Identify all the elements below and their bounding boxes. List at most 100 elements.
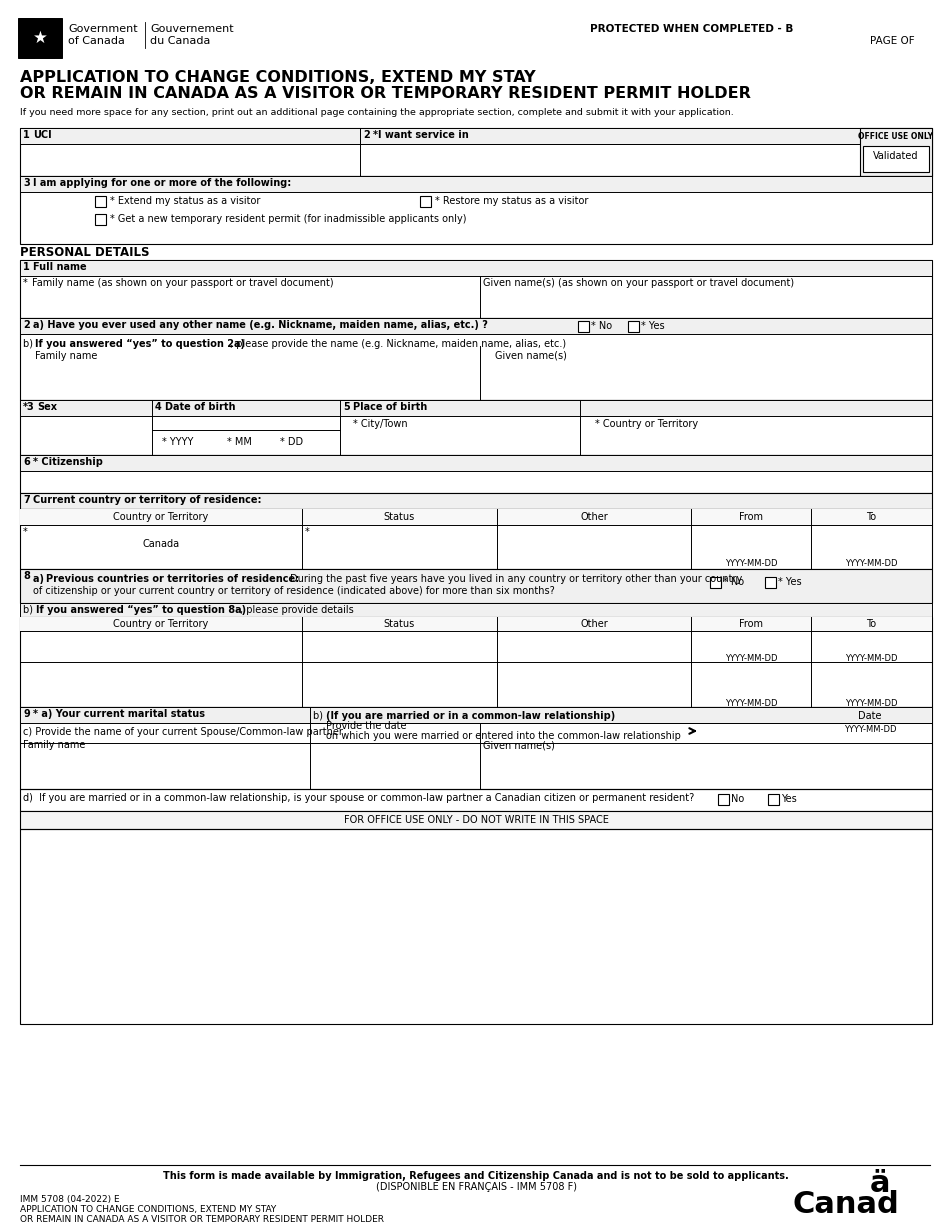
- Text: YYYY-MM-DD: YYYY-MM-DD: [846, 558, 898, 568]
- Bar: [360, 128, 860, 144]
- Text: du Canada: du Canada: [150, 36, 210, 46]
- Text: * No: * No: [723, 577, 744, 587]
- Text: I am applying for one or more of the following:: I am applying for one or more of the fol…: [33, 178, 292, 188]
- Text: c) Provide the name of your current Spouse/Common-law partner: c) Provide the name of your current Spou…: [23, 727, 343, 737]
- Bar: [18, 18, 62, 58]
- Bar: [20, 400, 932, 455]
- Text: From: From: [739, 512, 763, 522]
- Text: Family name: Family name: [35, 351, 97, 360]
- Text: YYYY-MM-DD: YYYY-MM-DD: [725, 654, 777, 663]
- Text: 2: 2: [363, 130, 370, 140]
- Bar: [768, 795, 779, 804]
- Text: (If you are married or in a common-law relationship): (If you are married or in a common-law r…: [326, 711, 616, 721]
- Text: 3: 3: [23, 178, 29, 188]
- Text: YYYY-MM-DD: YYYY-MM-DD: [846, 654, 898, 663]
- Text: of Canada: of Canada: [68, 36, 124, 46]
- Text: Given name(s): Given name(s): [495, 351, 567, 360]
- Bar: [765, 577, 776, 588]
- Text: OR REMAIN IN CANADA AS A VISITOR OR TEMPORARY RESIDENT PERMIT HOLDER: OR REMAIN IN CANADA AS A VISITOR OR TEMP…: [20, 86, 751, 101]
- Text: Family name (as shown on your passport or travel document): Family name (as shown on your passport o…: [32, 278, 333, 288]
- Text: Given name(s): Given name(s): [483, 740, 555, 750]
- Text: Other: Other: [580, 619, 608, 629]
- Bar: [20, 707, 932, 788]
- Bar: [863, 146, 929, 172]
- Text: of citizenship or your current country or territory of residence (indicated abov: of citizenship or your current country o…: [33, 585, 555, 597]
- Bar: [20, 319, 932, 400]
- Bar: [20, 176, 932, 192]
- Bar: [20, 128, 932, 176]
- Text: Other: Other: [580, 512, 608, 522]
- Text: Canada: Canada: [142, 539, 180, 549]
- Text: PROTECTED WHEN COMPLETED - B: PROTECTED WHEN COMPLETED - B: [590, 25, 793, 34]
- Text: 2: 2: [23, 320, 29, 330]
- Text: 5: 5: [343, 402, 350, 412]
- Text: IMM 5708 (04-2022) E: IMM 5708 (04-2022) E: [20, 1196, 120, 1204]
- Bar: [20, 617, 932, 631]
- Text: APPLICATION TO CHANGE CONDITIONS, EXTEND MY STAY: APPLICATION TO CHANGE CONDITIONS, EXTEND…: [20, 1205, 276, 1214]
- Bar: [20, 509, 932, 525]
- Text: To: To: [866, 512, 877, 522]
- Text: * Restore my status as a visitor: * Restore my status as a visitor: [435, 196, 588, 205]
- Text: YYYY-MM-DD: YYYY-MM-DD: [725, 699, 777, 708]
- Bar: [20, 319, 932, 335]
- Text: , please provide details: , please provide details: [240, 605, 353, 615]
- Text: Status: Status: [384, 512, 415, 522]
- Text: (DISPONIBLE EN FRANÇAIS - IMM 5708 F): (DISPONIBLE EN FRANÇAIS - IMM 5708 F): [375, 1182, 577, 1192]
- Text: on which you were married or entered into the common-law relationship: on which you were married or entered int…: [326, 731, 681, 740]
- Text: b): b): [23, 605, 36, 615]
- Text: Government: Government: [68, 25, 138, 34]
- Text: *: *: [305, 526, 310, 538]
- Text: 8: 8: [23, 571, 29, 581]
- Text: *: *: [23, 278, 28, 288]
- Bar: [578, 321, 589, 332]
- Text: Country or Territory: Country or Territory: [113, 619, 209, 629]
- Bar: [20, 400, 932, 416]
- Text: Provide the date: Provide the date: [326, 721, 407, 731]
- Text: * No: * No: [591, 321, 612, 331]
- Text: Family name: Family name: [23, 740, 86, 750]
- Text: OR REMAIN IN CANADA AS A VISITOR OR TEMPORARY RESIDENT PERMIT HOLDER: OR REMAIN IN CANADA AS A VISITOR OR TEMP…: [20, 1215, 384, 1224]
- Text: , please provide the name (e.g. Nickname, maiden name, alias, etc.): , please provide the name (e.g. Nickname…: [230, 339, 566, 349]
- Bar: [20, 455, 932, 471]
- Bar: [20, 18, 34, 58]
- Bar: [20, 260, 932, 319]
- Text: *3: *3: [23, 402, 35, 412]
- Text: YYYY-MM-DD: YYYY-MM-DD: [846, 699, 898, 708]
- Text: Given name(s) (as shown on your passport or travel document): Given name(s) (as shown on your passport…: [483, 278, 794, 288]
- Bar: [860, 128, 932, 176]
- Text: Place of birth: Place of birth: [353, 402, 428, 412]
- Bar: [20, 788, 932, 811]
- Bar: [420, 196, 431, 207]
- Text: APPLICATION TO CHANGE CONDITIONS, EXTEND MY STAY: APPLICATION TO CHANGE CONDITIONS, EXTEND…: [20, 70, 536, 85]
- Bar: [628, 321, 639, 332]
- Text: ★: ★: [32, 30, 48, 47]
- Bar: [710, 577, 721, 588]
- Bar: [20, 707, 932, 723]
- Bar: [20, 603, 932, 617]
- Text: Yes: Yes: [781, 795, 797, 804]
- Text: Gouvernement: Gouvernement: [150, 25, 234, 34]
- Text: Previous countries or territories of residence:: Previous countries or territories of res…: [46, 574, 299, 584]
- Text: FOR OFFICE USE ONLY - DO NOT WRITE IN THIS SPACE: FOR OFFICE USE ONLY - DO NOT WRITE IN TH…: [344, 815, 608, 825]
- Text: 4: 4: [155, 402, 162, 412]
- Text: No: No: [731, 795, 744, 804]
- Bar: [40, 18, 54, 58]
- Bar: [95, 196, 106, 207]
- Text: * City/Town: * City/Town: [353, 419, 408, 429]
- Text: *: *: [23, 526, 28, 538]
- Text: PERSONAL DETAILS: PERSONAL DETAILS: [20, 246, 149, 260]
- Text: YYYY-MM-DD: YYYY-MM-DD: [844, 724, 896, 734]
- Text: Country or Territory: Country or Territory: [113, 512, 209, 522]
- Text: YYYY-MM-DD: YYYY-MM-DD: [725, 558, 777, 568]
- Text: UCI: UCI: [33, 130, 51, 140]
- Text: 7: 7: [23, 494, 29, 506]
- Text: 1: 1: [23, 130, 29, 140]
- Text: To: To: [866, 619, 877, 629]
- Text: PAGE OF: PAGE OF: [870, 36, 915, 46]
- Text: Sex: Sex: [37, 402, 57, 412]
- Text: * Get a new temporary resident permit (for inadmissible applicants only): * Get a new temporary resident permit (f…: [110, 214, 466, 224]
- Text: Status: Status: [384, 619, 415, 629]
- Bar: [20, 509, 932, 569]
- Bar: [20, 455, 932, 493]
- Text: If you answered “yes” to question 2a): If you answered “yes” to question 2a): [35, 339, 245, 349]
